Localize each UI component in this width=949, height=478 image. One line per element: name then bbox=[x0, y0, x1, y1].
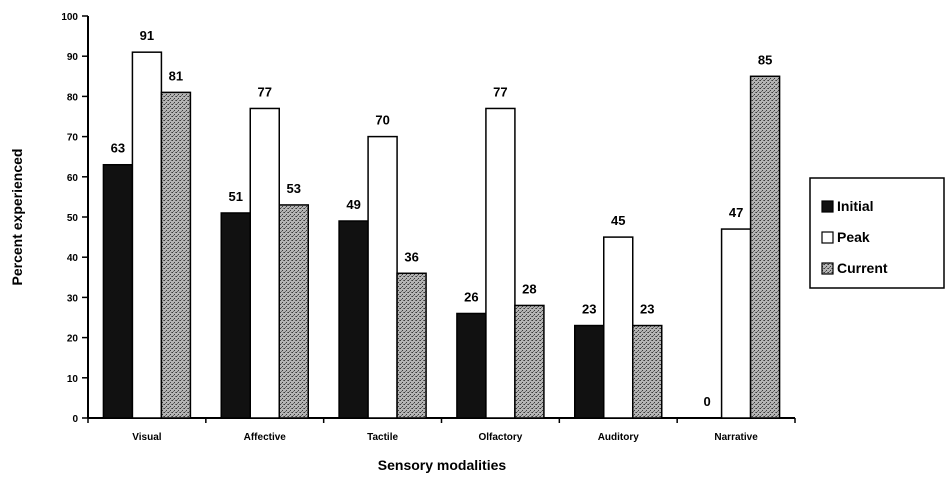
data-label: 26 bbox=[464, 289, 478, 304]
legend-swatch-initial bbox=[821, 200, 834, 213]
data-label: 23 bbox=[582, 302, 596, 317]
data-labels: 63 51 49 26 23 0 91 77 70 77 45 47 81 53 36 28 23 85 bbox=[111, 28, 773, 409]
legend-swatch-current bbox=[821, 262, 834, 275]
bar-initial bbox=[574, 324, 605, 419]
data-label: 47 bbox=[729, 205, 743, 220]
bar-initial bbox=[220, 212, 251, 419]
data-label: 53 bbox=[287, 181, 301, 196]
bar-peak bbox=[720, 228, 752, 419]
y-tick-label: 100 bbox=[61, 12, 78, 23]
bar-current bbox=[749, 75, 781, 419]
bar-peak bbox=[367, 135, 398, 419]
x-tick-label: Narrative bbox=[714, 432, 758, 443]
bar-current bbox=[514, 304, 545, 419]
y-tick-label: 90 bbox=[67, 52, 79, 63]
data-label: 91 bbox=[140, 28, 154, 43]
data-label: 49 bbox=[346, 197, 360, 212]
bar-current bbox=[632, 324, 663, 419]
x-tick-label: Affective bbox=[244, 432, 287, 443]
legend: Initial Peak Current bbox=[809, 177, 945, 289]
data-label: 70 bbox=[375, 113, 389, 128]
y-tick-label: 0 bbox=[72, 414, 78, 425]
x-tick-label: Tactile bbox=[367, 432, 398, 443]
data-label: 36 bbox=[404, 249, 418, 264]
x-axis-title: Sensory modalities bbox=[378, 457, 507, 473]
bar-initial bbox=[338, 220, 369, 419]
bar-peak bbox=[249, 107, 280, 419]
y-axis: 0 10 20 30 40 50 60 70 80 90 100 bbox=[61, 12, 89, 425]
legend-label: Current bbox=[837, 260, 888, 276]
y-tick-label: 10 bbox=[67, 374, 79, 385]
bars bbox=[102, 51, 781, 419]
x-tick-label: Olfactory bbox=[478, 432, 522, 443]
x-tick-label: Visual bbox=[132, 432, 161, 443]
x-axis: Visual Affective Tactile Olfactory Auditory N… bbox=[87, 417, 796, 443]
data-label: 51 bbox=[229, 189, 243, 204]
bar-peak bbox=[485, 107, 516, 419]
legend-label: Initial bbox=[837, 198, 874, 214]
y-tick-label: 50 bbox=[67, 213, 79, 224]
bar-peak bbox=[131, 51, 163, 419]
y-tick-label: 60 bbox=[67, 173, 79, 184]
data-label: 77 bbox=[258, 84, 272, 99]
bar-current bbox=[160, 91, 192, 419]
bar-peak bbox=[603, 236, 634, 419]
bar-initial bbox=[102, 163, 134, 419]
bar-initial bbox=[456, 312, 487, 419]
x-tick-label: Auditory bbox=[598, 432, 640, 443]
y-tick-label: 70 bbox=[67, 133, 79, 144]
bar-current bbox=[278, 204, 309, 419]
data-label: 28 bbox=[522, 281, 536, 296]
y-tick-label: 20 bbox=[67, 334, 79, 345]
legend-swatch-peak bbox=[821, 231, 834, 244]
data-label: 85 bbox=[758, 52, 772, 67]
y-tick-label: 40 bbox=[67, 253, 79, 264]
y-tick-label: 30 bbox=[67, 293, 79, 304]
legend-label: Peak bbox=[837, 229, 870, 245]
y-tick-label: 80 bbox=[67, 92, 79, 103]
data-label: 77 bbox=[493, 84, 507, 99]
y-axis-title: Percent experienced bbox=[9, 149, 25, 286]
data-label: 81 bbox=[169, 68, 183, 83]
data-label: 63 bbox=[111, 141, 125, 156]
data-label: 0 bbox=[703, 394, 710, 409]
data-label: 23 bbox=[640, 302, 654, 317]
data-label: 45 bbox=[611, 213, 625, 228]
bar-current bbox=[396, 272, 427, 419]
